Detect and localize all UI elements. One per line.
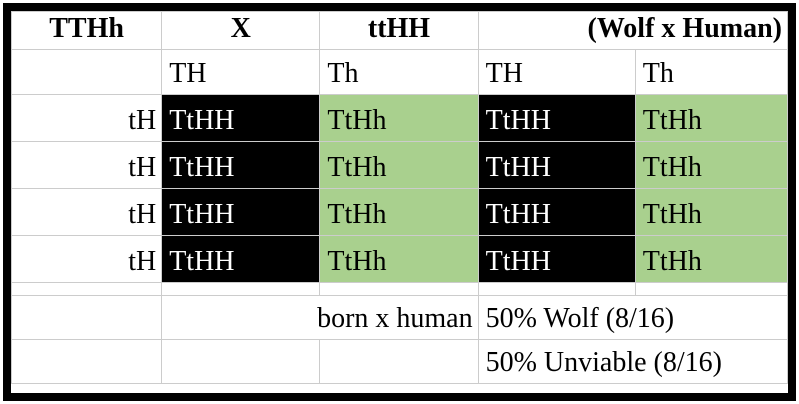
punnett-cell[interactable]: TtHH [477,188,636,236]
gamete-top-cell[interactable]: TH [161,49,321,95]
gamete-side-cell[interactable]: tH [10,141,163,189]
punnett-cell[interactable]: TtHH [161,141,321,189]
result-unviable-cell[interactable]: 50% Unviable (8/16) [477,339,789,384]
empty-cell[interactable] [10,295,163,340]
gamete-side-cell[interactable]: tH [10,188,163,236]
empty-cell[interactable] [161,282,321,296]
empty-cell[interactable] [634,282,789,296]
punnett-row: tH TtHH TtHh TtHH TtHh [10,94,789,142]
punnett-cell[interactable]: TtHh [634,94,789,142]
punnett-cell[interactable]: TtHh [634,188,789,236]
gamete-top-cell[interactable]: TH [477,49,636,95]
gamete-side-cell[interactable]: tH [10,94,163,142]
empty-cell[interactable] [319,282,479,296]
empty-cell[interactable] [10,282,163,296]
result-row: born x human 50% Wolf (8/16) [10,295,789,340]
cross-note-cell[interactable]: born x human [161,295,479,340]
spacer-row [10,282,789,296]
result-wolf-cell[interactable]: 50% Wolf (8/16) [477,295,789,340]
punnett-cell[interactable]: TtHH [477,235,636,283]
empty-cell[interactable] [319,339,479,384]
cross-label-cell[interactable]: (Wolf x Human) [477,11,789,50]
punnett-cell[interactable]: TtHH [161,94,321,142]
empty-cell[interactable] [10,49,163,95]
empty-cell[interactable] [10,339,163,384]
punnett-row: tH TtHH TtHh TtHH TtHh [10,141,789,189]
empty-cell[interactable] [477,282,636,296]
gamete-side-cell[interactable]: tH [10,235,163,283]
punnett-cell[interactable]: TtHh [319,94,479,142]
punnett-cell[interactable]: TtHh [634,235,789,283]
result-row: 50% Unviable (8/16) [10,339,789,384]
punnett-row: tH TtHH TtHh TtHH TtHh [10,235,789,283]
cross-header-row: TTHh X ttHH (Wolf x Human) [10,11,789,50]
punnett-cell[interactable]: TtHh [319,188,479,236]
empty-cell[interactable] [161,339,321,384]
punnett-cell[interactable]: TtHh [319,235,479,283]
punnett-cell[interactable]: TtHH [477,141,636,189]
punnett-square-frame: TTHh X ttHH (Wolf x Human) TH Th TH Th t… [3,3,796,401]
punnett-cell[interactable]: TtHH [161,188,321,236]
punnett-cell[interactable]: TtHH [477,94,636,142]
punnett-square-table: TTHh X ttHH (Wolf x Human) TH Th TH Th t… [10,11,789,384]
top-gametes-row: TH Th TH Th [10,49,789,95]
gamete-top-cell[interactable]: Th [634,49,789,95]
parent2-genotype-cell[interactable]: ttHH [319,11,479,50]
cross-symbol-cell[interactable]: X [161,11,321,50]
punnett-cell[interactable]: TtHh [319,141,479,189]
punnett-row: tH TtHH TtHh TtHH TtHh [10,188,789,236]
punnett-cell[interactable]: TtHH [161,235,321,283]
gamete-top-cell[interactable]: Th [319,49,479,95]
parent1-genotype-cell[interactable]: TTHh [10,11,163,50]
punnett-cell[interactable]: TtHh [634,141,789,189]
